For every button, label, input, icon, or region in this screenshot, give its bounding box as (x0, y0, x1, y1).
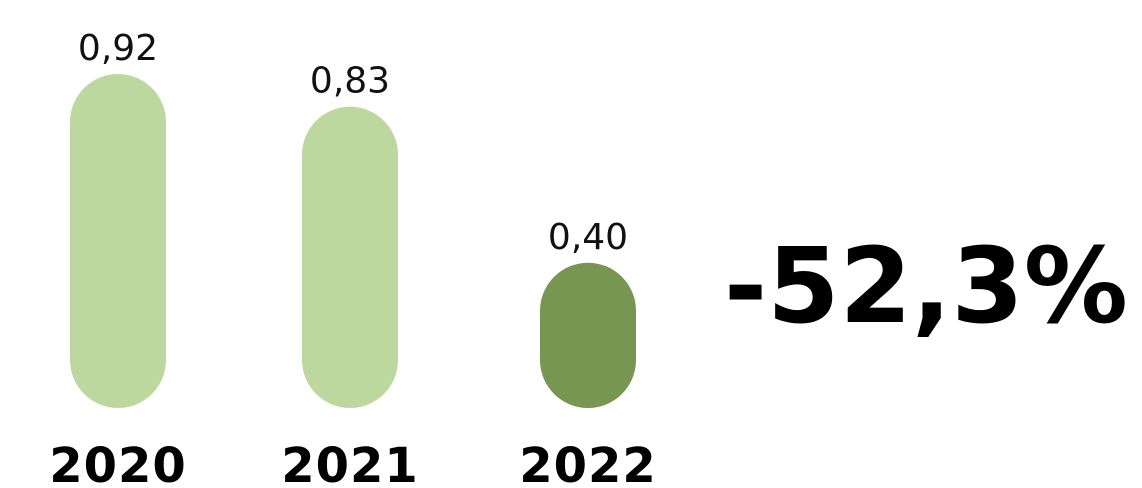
bars-group (70, 74, 636, 408)
value-label-2022: 0,40 (548, 217, 628, 258)
year-label-2020: 2020 (49, 438, 187, 488)
year-labels-group: 2020 2021 2022 (49, 438, 657, 488)
percent-change-label: -52,3% (724, 225, 1128, 347)
bar-2021 (302, 106, 398, 408)
year-label-2022: 2022 (519, 438, 657, 488)
bar-2022 (540, 262, 636, 408)
bar-2020 (70, 74, 166, 408)
year-label-2021: 2021 (281, 438, 419, 488)
value-label-2020: 0,92 (78, 28, 158, 69)
value-label-2021: 0,83 (310, 61, 390, 102)
value-labels-group: 0,92 0,83 0,40 (78, 28, 628, 258)
